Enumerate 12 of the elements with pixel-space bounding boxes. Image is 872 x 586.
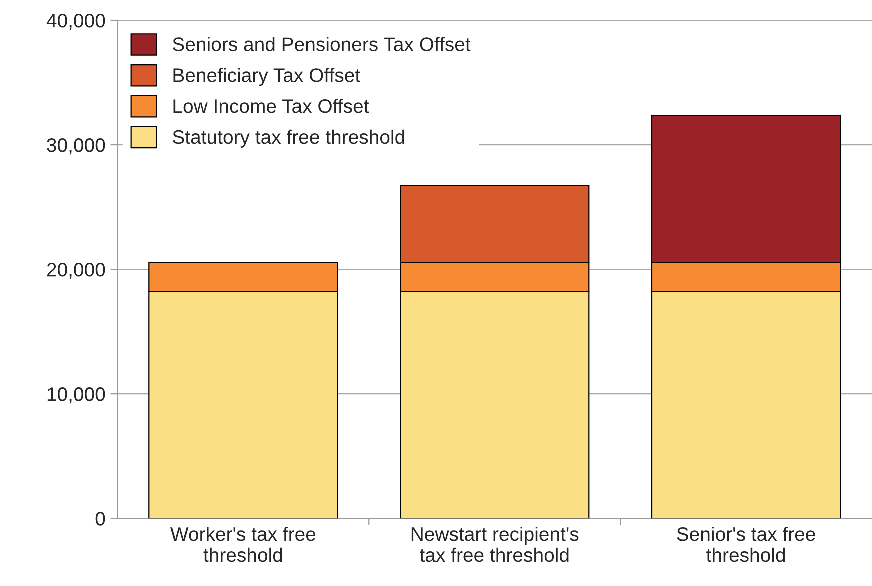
x-tick-label: Senior's tax free threshold bbox=[677, 526, 816, 562]
y-tick-label: 20,000 bbox=[47, 263, 106, 280]
y-tick-label: 30,000 bbox=[47, 138, 106, 155]
y-tick-label: 40,000 bbox=[46, 14, 106, 30]
x-tick-label: Newstart recipient's tax free threshold bbox=[412, 526, 579, 562]
legend-label: Low Income Tax Offset bbox=[174, 98, 370, 114]
legend-label: Beneficiary Tax Offset bbox=[174, 68, 360, 86]
y-tick-label: 0 bbox=[96, 512, 106, 526]
y-tick-label: 10,000 bbox=[48, 388, 106, 404]
legend-label: Statutory tax free threshold bbox=[173, 130, 404, 148]
legend-label: Seniors and Pensioners Tax Offset bbox=[173, 37, 471, 52]
x-tick-label: Worker's tax free threshold bbox=[170, 526, 316, 562]
